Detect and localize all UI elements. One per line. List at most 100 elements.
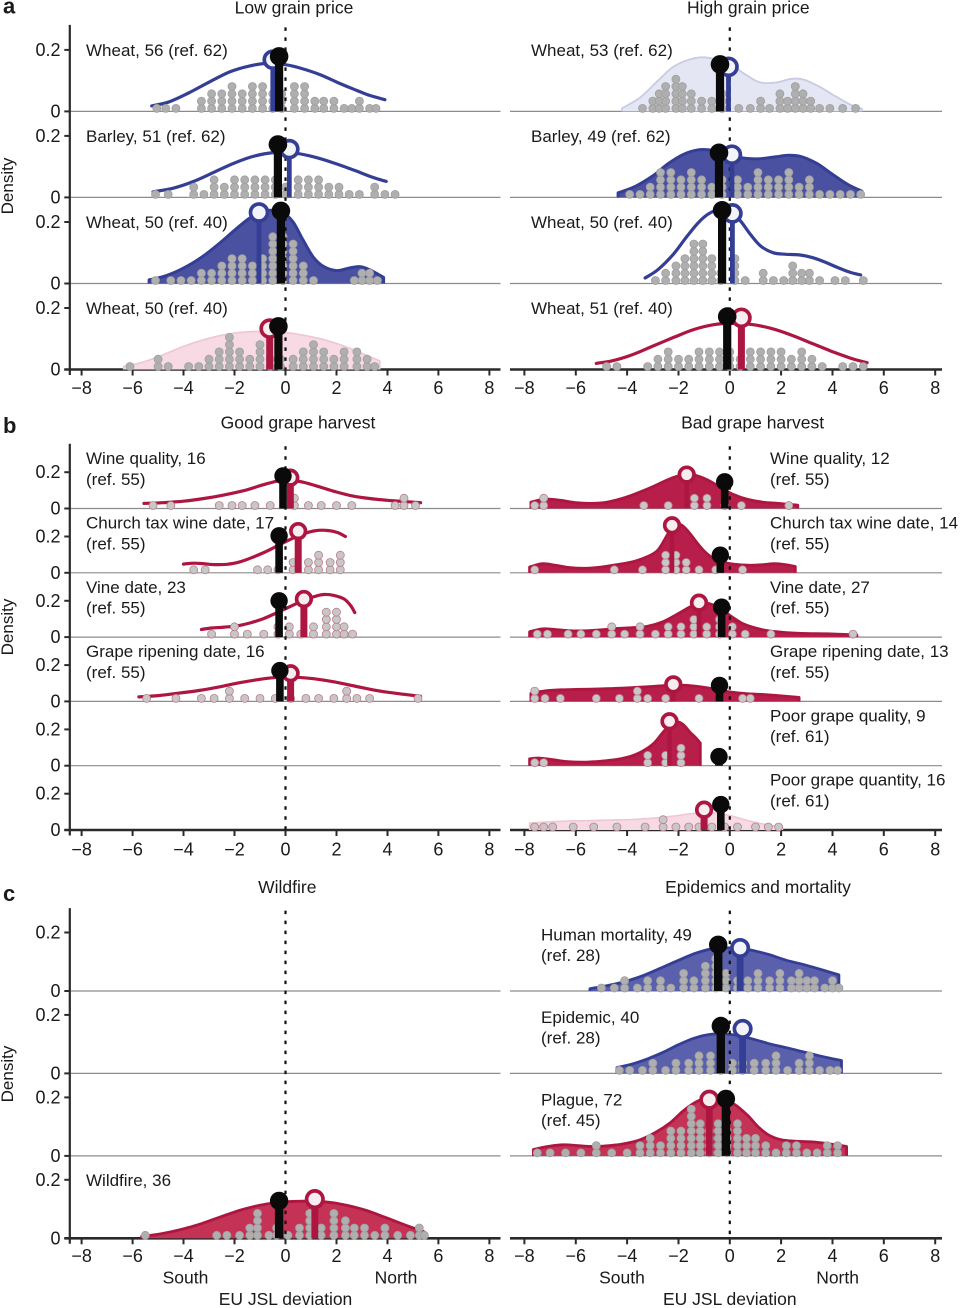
svg-text:Poor grape quantity, 16: Poor grape quantity, 16 — [770, 771, 945, 790]
svg-text:Barley, 51 (ref. 62): Barley, 51 (ref. 62) — [86, 127, 226, 146]
svg-text:−8: −8 — [514, 840, 535, 860]
svg-text:Bad grape harvest: Bad grape harvest — [681, 413, 824, 433]
svg-text:0: 0 — [50, 1146, 60, 1166]
svg-text:Density: Density — [0, 598, 17, 655]
svg-text:−4: −4 — [173, 840, 194, 860]
svg-text:8: 8 — [484, 1246, 494, 1266]
svg-text:Church tax wine date, 17: Church tax wine date, 17 — [86, 514, 274, 533]
svg-text:Wine quality, 12: Wine quality, 12 — [770, 449, 890, 468]
svg-text:4: 4 — [382, 1246, 392, 1266]
svg-text:−6: −6 — [122, 1246, 143, 1266]
svg-text:8: 8 — [930, 378, 940, 398]
svg-text:−4: −4 — [617, 378, 638, 398]
svg-text:−2: −2 — [668, 378, 689, 398]
svg-text:−8: −8 — [514, 1246, 535, 1266]
svg-text:−6: −6 — [566, 1246, 587, 1266]
svg-text:Wheat, 56 (ref. 62): Wheat, 56 (ref. 62) — [86, 41, 228, 60]
svg-text:EU JSL deviation: EU JSL deviation — [219, 1289, 353, 1308]
svg-text:Wheat, 50 (ref. 40): Wheat, 50 (ref. 40) — [86, 299, 228, 318]
svg-text:6: 6 — [879, 1246, 889, 1266]
svg-text:8: 8 — [484, 378, 494, 398]
svg-text:0.2: 0.2 — [35, 1087, 60, 1107]
svg-text:−6: −6 — [122, 840, 143, 860]
svg-text:0.2: 0.2 — [35, 298, 60, 318]
svg-text:0.2: 0.2 — [35, 655, 60, 675]
svg-text:(ref. 55): (ref. 55) — [86, 663, 146, 682]
svg-text:Epidemic, 40: Epidemic, 40 — [541, 1008, 639, 1027]
svg-text:0.2: 0.2 — [35, 784, 60, 804]
svg-text:Human mortality, 49: Human mortality, 49 — [541, 926, 692, 945]
svg-text:−6: −6 — [566, 378, 587, 398]
svg-text:2: 2 — [331, 1246, 341, 1266]
svg-text:−2: −2 — [668, 840, 689, 860]
svg-text:0.2: 0.2 — [35, 126, 60, 146]
svg-text:4: 4 — [382, 840, 392, 860]
svg-text:6: 6 — [433, 378, 443, 398]
svg-text:0: 0 — [50, 691, 60, 711]
svg-text:−8: −8 — [71, 840, 92, 860]
svg-text:Poor grape quality, 9: Poor grape quality, 9 — [770, 706, 926, 725]
svg-text:8: 8 — [930, 1246, 940, 1266]
svg-text:(ref. 28): (ref. 28) — [541, 946, 601, 965]
svg-text:2: 2 — [776, 378, 786, 398]
svg-text:0.2: 0.2 — [35, 1005, 60, 1025]
svg-text:0.2: 0.2 — [35, 591, 60, 611]
svg-text:0.2: 0.2 — [35, 923, 60, 943]
svg-text:4: 4 — [827, 378, 837, 398]
svg-text:4: 4 — [827, 1246, 837, 1266]
svg-text:c: c — [3, 881, 15, 906]
svg-text:South: South — [163, 1268, 209, 1288]
svg-text:−2: −2 — [224, 840, 245, 860]
svg-text:4: 4 — [382, 378, 392, 398]
svg-text:0: 0 — [280, 840, 290, 860]
svg-text:0.2: 0.2 — [35, 212, 60, 232]
svg-text:2: 2 — [776, 1246, 786, 1266]
svg-text:(ref. 45): (ref. 45) — [541, 1111, 601, 1130]
svg-text:Vine date, 23: Vine date, 23 — [86, 578, 186, 597]
svg-text:Plague, 72: Plague, 72 — [541, 1090, 622, 1109]
svg-text:6: 6 — [433, 1246, 443, 1266]
svg-text:0: 0 — [50, 101, 60, 121]
svg-text:(ref. 55): (ref. 55) — [86, 534, 146, 553]
svg-text:6: 6 — [433, 840, 443, 860]
svg-text:0: 0 — [50, 1228, 60, 1248]
svg-text:4: 4 — [827, 840, 837, 860]
svg-text:Density: Density — [0, 157, 17, 214]
svg-text:Wine quality, 16: Wine quality, 16 — [86, 449, 206, 468]
svg-text:North: North — [816, 1268, 859, 1288]
svg-text:(ref. 55): (ref. 55) — [86, 599, 146, 618]
svg-text:0: 0 — [50, 756, 60, 776]
svg-text:(ref. 28): (ref. 28) — [541, 1029, 601, 1048]
svg-text:0: 0 — [725, 1246, 735, 1266]
svg-text:−8: −8 — [71, 378, 92, 398]
svg-text:0: 0 — [50, 499, 60, 519]
svg-text:−4: −4 — [617, 840, 638, 860]
svg-text:−4: −4 — [617, 1246, 638, 1266]
svg-text:0: 0 — [50, 627, 60, 647]
svg-text:Grape ripening date, 13: Grape ripening date, 13 — [770, 642, 949, 661]
svg-text:0: 0 — [50, 563, 60, 583]
svg-text:Low grain price: Low grain price — [235, 0, 354, 18]
svg-text:Barley, 49 (ref. 62): Barley, 49 (ref. 62) — [531, 127, 671, 146]
svg-text:0.2: 0.2 — [35, 40, 60, 60]
svg-text:0.2: 0.2 — [35, 462, 60, 482]
svg-text:0: 0 — [50, 187, 60, 207]
svg-text:0: 0 — [50, 360, 60, 380]
svg-text:0.2: 0.2 — [35, 719, 60, 739]
svg-text:Grape ripening date, 16: Grape ripening date, 16 — [86, 642, 265, 661]
svg-text:Church tax wine date, 14: Church tax wine date, 14 — [770, 514, 958, 533]
svg-text:0: 0 — [50, 274, 60, 294]
svg-text:Epidemics and mortality: Epidemics and mortality — [665, 877, 851, 897]
svg-text:8: 8 — [484, 840, 494, 860]
svg-text:South: South — [599, 1268, 645, 1288]
svg-text:0: 0 — [725, 378, 735, 398]
svg-text:−8: −8 — [71, 1246, 92, 1266]
svg-text:High grain price: High grain price — [687, 0, 810, 18]
svg-text:(ref. 55): (ref. 55) — [770, 470, 830, 489]
svg-text:Wheat, 51 (ref. 40): Wheat, 51 (ref. 40) — [531, 299, 673, 318]
svg-text:(ref. 61): (ref. 61) — [770, 792, 830, 811]
svg-text:6: 6 — [879, 378, 889, 398]
svg-text:Wheat, 50 (ref. 40): Wheat, 50 (ref. 40) — [531, 213, 673, 232]
svg-text:2: 2 — [331, 840, 341, 860]
svg-text:−2: −2 — [668, 1246, 689, 1266]
